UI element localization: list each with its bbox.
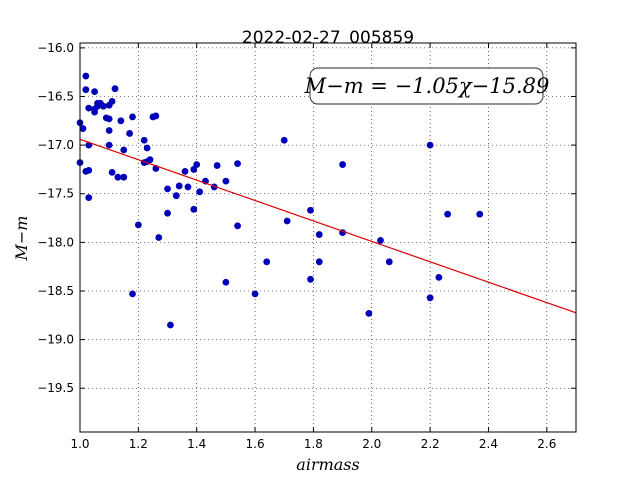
- data-point: [108, 168, 116, 176]
- annotation-box: M−m = −1.05χ−15.89: [304, 67, 550, 105]
- x-axis-ticks: 1.0 1.2 1.4 1.6 1.8 2.0 2.2 2.4 2.6: [70, 43, 556, 451]
- data-point: [234, 160, 241, 167]
- x-tick-label: 2.2: [421, 437, 440, 451]
- data-point: [152, 112, 160, 120]
- data-point: [435, 273, 443, 281]
- data-point: [184, 183, 192, 191]
- data-point: [377, 237, 384, 244]
- data-point: [85, 166, 93, 174]
- data-point: [172, 192, 180, 200]
- data-point: [134, 221, 142, 229]
- data-point: [196, 188, 204, 196]
- data-point: [140, 136, 148, 144]
- x-tick-label: 2.0: [362, 437, 381, 451]
- y-tick-label: −17.0: [37, 138, 74, 152]
- data-point: [114, 173, 122, 181]
- y-tick-label: −17.5: [37, 187, 74, 201]
- data-point: [126, 130, 133, 137]
- x-tick-label: 2.6: [537, 437, 556, 451]
- data-point: [117, 117, 125, 125]
- data-point: [385, 258, 393, 266]
- data-point: [85, 194, 93, 202]
- data-point: [476, 210, 484, 218]
- data-point: [129, 113, 136, 121]
- data-point: [155, 234, 163, 241]
- y-tick-label: −18.0: [37, 235, 74, 249]
- data-point: [143, 144, 151, 152]
- data-point: [181, 167, 189, 175]
- data-point: [164, 209, 171, 217]
- x-axis-label: airmass: [296, 455, 359, 474]
- data-point: [105, 141, 113, 149]
- y-tick-label: −16.0: [37, 41, 74, 55]
- fit-line: [79, 138, 577, 314]
- data-point: [426, 141, 434, 149]
- fit-equation: M−m = −1.05χ−15.89: [304, 74, 550, 98]
- data-point: [146, 156, 154, 164]
- data-point: [105, 127, 113, 134]
- x-tick-label: 1.6: [246, 437, 265, 451]
- y-tick-label: −18.5: [37, 284, 74, 298]
- plot-frame: [79, 42, 577, 433]
- plot-area: [80, 43, 576, 432]
- data-point: [120, 146, 128, 154]
- data-point: [85, 104, 93, 112]
- data-point: [175, 182, 183, 190]
- data-point: [365, 309, 373, 317]
- x-tick-label: 1.8: [304, 437, 323, 451]
- data-point: [79, 125, 87, 132]
- data-point: [426, 294, 434, 302]
- data-point: [222, 278, 230, 286]
- data-point: [164, 185, 171, 193]
- data-point: [213, 162, 221, 169]
- x-tick-label: 1.4: [187, 437, 206, 451]
- data-point: [193, 161, 201, 168]
- data-point: [91, 88, 98, 96]
- data-point: [251, 290, 259, 298]
- data-point: [234, 222, 241, 230]
- data-point: [315, 231, 323, 238]
- data-point: [120, 173, 128, 181]
- data-point: [108, 97, 116, 105]
- x-tick-label: 1.2: [129, 437, 148, 451]
- x-tick-label: 2.4: [479, 437, 498, 451]
- y-axis-label: M−m: [12, 216, 31, 262]
- y-tick-label: −16.5: [37, 89, 74, 103]
- data-point: [444, 210, 452, 218]
- x-tick-label: 1.0: [70, 437, 89, 451]
- y-tick-label: −19.5: [37, 381, 74, 395]
- data-point: [129, 290, 136, 298]
- data-point: [82, 72, 90, 80]
- data-point: [280, 136, 288, 144]
- data-point: [167, 321, 174, 329]
- data-point: [263, 258, 271, 266]
- data-points: [76, 72, 484, 329]
- data-point: [307, 206, 314, 214]
- data-point: [190, 205, 198, 213]
- data-point: [339, 161, 346, 168]
- y-axis-ticks: −16.0 −16.5 −17.0 −17.5 −18.0 −18.5 −19.0 −19.5: [37, 41, 576, 395]
- data-point: [99, 102, 107, 110]
- data-point: [111, 85, 119, 93]
- y-tick-label: −19.0: [37, 333, 74, 347]
- data-point: [82, 86, 90, 94]
- data-point: [105, 115, 113, 123]
- data-point: [283, 217, 291, 225]
- data-point: [315, 258, 323, 266]
- data-point: [307, 275, 314, 283]
- data-point: [222, 177, 230, 185]
